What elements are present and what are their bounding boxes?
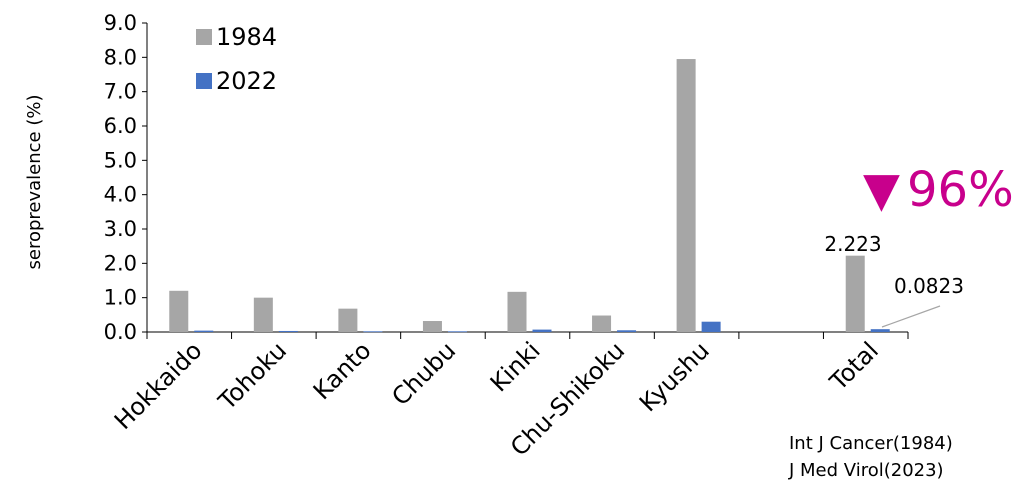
legend-swatch-2022	[196, 73, 212, 89]
y-tick-label: 3.0	[104, 217, 137, 241]
bar-1984-hokkaido	[169, 290, 189, 332]
legend-label-1984: 1984	[216, 23, 277, 51]
y-tick-label: 7.0	[104, 80, 137, 104]
bar-2022-chu-shikoku	[617, 330, 637, 332]
reduction-callout: 96%	[907, 162, 1014, 218]
y-tick-label: 5.0	[104, 148, 137, 172]
bars	[169, 59, 890, 333]
data-label-leader-line	[881, 305, 941, 328]
bar-2022-chubu	[447, 331, 467, 333]
x-category-label: Kyushu	[634, 336, 715, 417]
bar-2022-total	[870, 329, 890, 332]
y-tick-label: 9.0	[104, 11, 137, 35]
data-label-total-1984: 2.223	[824, 232, 881, 256]
source-citation-1: Int J Cancer(1984)	[789, 433, 953, 454]
bar-1984-tohoku	[253, 297, 273, 332]
bar-1984-chubu	[422, 321, 442, 332]
x-category-label: Hokkaido	[109, 336, 208, 435]
data-label-total-2022: 0.0823	[894, 274, 964, 298]
y-tick-label: 4.0	[104, 183, 137, 207]
y-axis-label: seroprevalence (%)	[24, 95, 45, 270]
bar-1984-chu-shikoku	[592, 315, 612, 332]
bar-1984-kanto	[338, 308, 358, 332]
legend: 1984 2022	[196, 23, 277, 95]
source-citation-2: J Med Virol(2023)	[788, 460, 944, 481]
x-category-label: Kanto	[308, 336, 377, 405]
y-tick-label: 6.0	[104, 114, 137, 138]
bar-1984-total	[845, 255, 865, 332]
y-tick-label: 1.0	[104, 286, 137, 310]
bar-1984-kyushu	[676, 59, 696, 333]
x-category-label: Tohoku	[213, 336, 293, 416]
bar-2022-tohoku	[278, 330, 298, 332]
x-category-label: Kinki	[485, 336, 546, 397]
bar-1984-kinki	[507, 291, 527, 332]
bar-2022-kanto	[363, 331, 383, 333]
x-category-label: Total	[824, 336, 884, 396]
y-tick-label: 2.0	[104, 251, 137, 275]
y-tick-label: 0.0	[104, 320, 137, 344]
legend-label-2022: 2022	[216, 67, 277, 95]
bar-2022-hokkaido	[194, 330, 214, 332]
legend-swatch-1984	[196, 29, 212, 45]
x-category-label: Chubu	[386, 336, 461, 411]
reduction-marker: ▼	[863, 162, 900, 218]
bar-2022-kyushu	[701, 321, 721, 332]
bar-2022-kinki	[532, 329, 552, 332]
y-axis-ticks: 0.0 1.0 2.0 3.0 4.0 5.0 6.0 7.0 8.0 9.0	[104, 11, 147, 344]
y-tick-label: 8.0	[104, 45, 137, 69]
